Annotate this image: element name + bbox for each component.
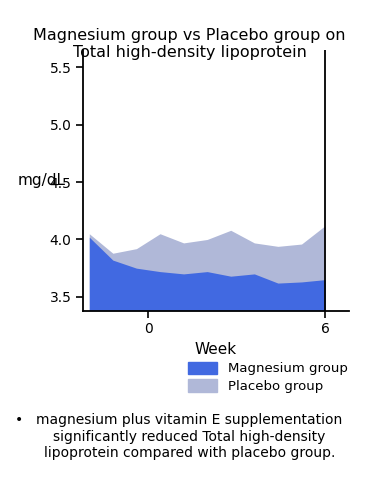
X-axis label: Week: Week	[195, 342, 237, 357]
Legend: Magnesium group, Placebo group: Magnesium group, Placebo group	[188, 362, 348, 393]
Text: magnesium plus vitamin E supplementation
significantly reduced Total high-densit: magnesium plus vitamin E supplementation…	[36, 413, 343, 460]
Text: •: •	[15, 413, 23, 427]
Text: Magnesium group vs Placebo group on
Total high-density lipoprotein: Magnesium group vs Placebo group on Tota…	[33, 28, 346, 60]
Y-axis label: mg/dL: mg/dL	[17, 173, 65, 188]
